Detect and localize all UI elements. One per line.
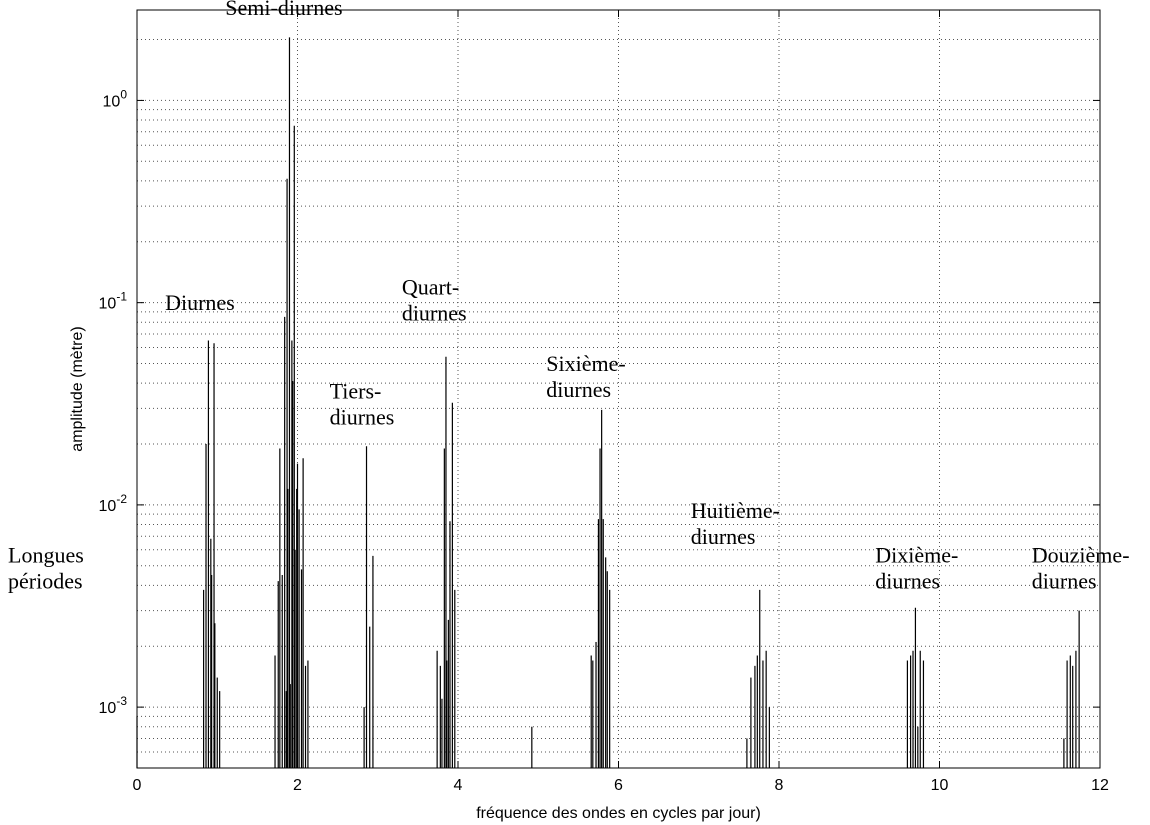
x-tick-label: 2: [293, 777, 302, 794]
annotation-label: Diurnes: [165, 290, 235, 315]
band-annotations: Longues périodes Diurnes Semi-diurnes Tiers-…: [8, 0, 1130, 593]
y-axis-ticks: 10-3 10-2 10-1 100: [99, 87, 1100, 717]
annotation-label: Quart-diurnes: [402, 274, 467, 325]
x-tick-label: 0: [133, 777, 142, 794]
spectrum-bars: [136, 37, 1080, 768]
grid-lines: [137, 10, 1100, 769]
y-tick-label: 10-3: [99, 694, 128, 717]
x-tick-label: 12: [1091, 777, 1109, 794]
x-axis-label: fréquence des ondes en cycles par jour): [476, 805, 761, 822]
annotation-label: Tiers-diurnes: [330, 379, 395, 430]
annotation-label: Semi-diurnes: [225, 0, 342, 20]
annotation-label: Longues périodes: [8, 542, 84, 593]
annotation-label: Sixième-diurnes: [546, 351, 625, 402]
x-tick-label: 8: [775, 777, 784, 794]
y-tick-label: 10-2: [99, 492, 128, 515]
x-axis-ticks: 0 2 4 6 8 10 12: [133, 10, 1109, 794]
annotation-label: Dixième-diurnes: [875, 542, 958, 593]
x-tick-label: 10: [931, 777, 949, 794]
y-tick-label: 10-1: [99, 290, 128, 313]
x-tick-label: 4: [454, 777, 463, 794]
x-tick-label: 6: [614, 777, 623, 794]
y-tick-label: 100: [103, 87, 128, 110]
y-axis-label: amplitude (mètre): [69, 326, 86, 451]
annotation-label: Douzième-diurnes: [1032, 542, 1130, 593]
annotation-label: Huitième-diurnes: [691, 498, 780, 549]
